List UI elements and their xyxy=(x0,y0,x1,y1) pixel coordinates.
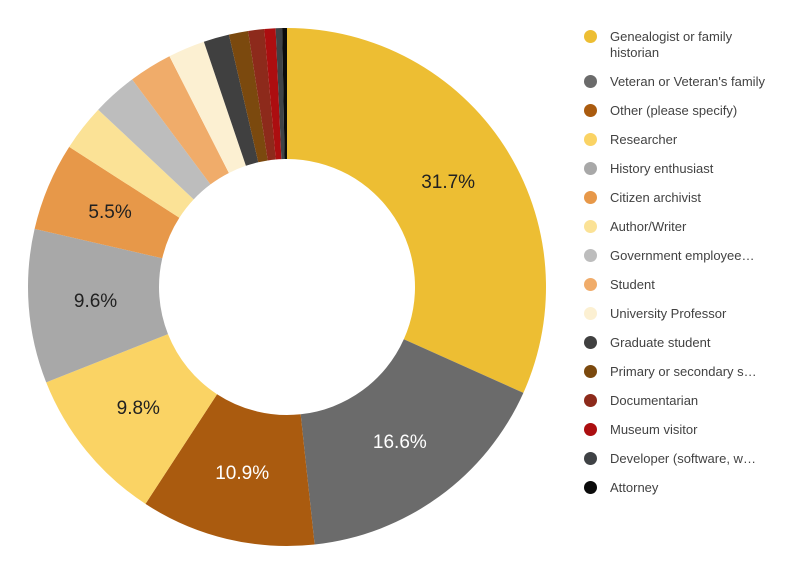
legend-label: Citizen archivist xyxy=(610,190,702,205)
pie-slice-university-professor[interactable] xyxy=(169,41,246,173)
legend-item-researcher: Researcher xyxy=(584,132,784,148)
legend-label: Author/Writer xyxy=(610,219,687,234)
slice-label-citizen-archivist: 5.5% xyxy=(88,202,131,223)
legend-label: Veteran or Veteran's family xyxy=(610,74,765,89)
pie-slice-graduate-student[interactable] xyxy=(203,34,259,166)
legend-item-developer-software-w: Developer (software, w… xyxy=(584,451,784,467)
legend-label: Museum visitor xyxy=(610,422,698,437)
legend-item-genealogist-or-family-historian: Genealogist or family historian xyxy=(584,29,784,61)
legend-label: Primary or secondary s… xyxy=(610,364,757,379)
legend-swatch xyxy=(584,104,597,117)
legend-swatch xyxy=(584,191,597,204)
legend-item-veteran-or-veteran-s-family: Veteran or Veteran's family xyxy=(584,74,784,90)
legend-swatch xyxy=(584,452,597,465)
legend-label: Graduate student xyxy=(610,335,711,350)
legend-item-history-enthusiast: History enthusiast xyxy=(584,161,784,177)
legend-item-documentarian: Documentarian xyxy=(584,393,784,409)
pie-slice-other-please-specify[interactable] xyxy=(145,394,315,546)
legend-item-government-employee: Government employee… xyxy=(584,248,784,264)
pie-slice-attorney[interactable] xyxy=(282,28,287,160)
pie-slice-genealogist-or-family-historian[interactable] xyxy=(287,28,547,393)
pie-slice-student[interactable] xyxy=(132,56,229,185)
legend-swatch xyxy=(584,307,597,320)
legend-item-university-professor: University Professor xyxy=(584,306,784,322)
legend-swatch xyxy=(584,423,597,436)
legend-label: Other (please specify) xyxy=(610,103,738,118)
slice-label-researcher: 9.8% xyxy=(117,398,160,419)
legend-label: Developer (software, w… xyxy=(610,451,756,466)
legend-item-citizen-archivist: Citizen archivist xyxy=(584,190,784,206)
pie-slice-citizen-archivist[interactable] xyxy=(34,146,180,259)
legend-item-author-writer: Author/Writer xyxy=(584,219,784,235)
legend-swatch xyxy=(584,133,597,146)
legend-item-graduate-student: Graduate student xyxy=(584,335,784,351)
pie-slice-museum-visitor[interactable] xyxy=(264,28,282,160)
pie-slice-author-writer[interactable] xyxy=(69,109,194,218)
legend-swatch xyxy=(584,336,597,349)
slice-label-other-please-specify: 10.9% xyxy=(215,463,269,484)
legend-item-museum-visitor: Museum visitor xyxy=(584,422,784,438)
legend-item-student: Student xyxy=(584,277,784,293)
legend-swatch xyxy=(584,249,597,262)
pie-slice-government-employee[interactable] xyxy=(98,79,211,200)
pie-slice-history-enthusiast[interactable] xyxy=(28,228,168,383)
legend-swatch xyxy=(584,394,597,407)
legend-swatch xyxy=(584,75,597,88)
legend-label: University Professor xyxy=(610,306,727,321)
slice-label-veteran-or-veteran-s-family: 16.6% xyxy=(373,432,427,453)
legend-item-primary-or-secondary-s: Primary or secondary s… xyxy=(584,364,784,380)
legend-swatch xyxy=(584,220,597,233)
pie-slice-researcher[interactable] xyxy=(46,334,218,504)
legend-item-attorney: Attorney xyxy=(584,480,784,496)
legend-swatch xyxy=(584,481,597,494)
slice-label-genealogist-or-family-historian: 31.7% xyxy=(421,172,475,193)
legend-label: Student xyxy=(610,277,655,292)
legend-label: Attorney xyxy=(610,480,659,495)
legend-label: Government employee… xyxy=(610,248,755,263)
pie-slice-veteran-or-veteran-s-family[interactable] xyxy=(300,339,524,545)
legend-label: History enthusiast xyxy=(610,161,714,176)
pie-slice-primary-or-secondary-s[interactable] xyxy=(228,30,268,163)
slice-label-history-enthusiast: 9.6% xyxy=(74,291,117,312)
legend-item-other-please-specify: Other (please specify) xyxy=(584,103,784,119)
pie-slice-developer-software-w[interactable] xyxy=(275,28,285,160)
legend-swatch xyxy=(584,365,597,378)
pie-slice-documentarian[interactable] xyxy=(248,29,276,161)
donut-chart: 31.7% 16.6% 10.9% 9.8% 9.6% 5.5% xyxy=(28,28,547,546)
legend-label: Genealogist or family historian xyxy=(610,29,733,60)
legend-swatch xyxy=(584,278,597,291)
legend-swatch xyxy=(584,162,597,175)
legend-label: Documentarian xyxy=(610,393,699,408)
legend-label: Researcher xyxy=(610,132,678,147)
legend-swatch xyxy=(584,30,597,43)
chart-legend: Genealogist or family historian Veteran o… xyxy=(584,29,784,509)
